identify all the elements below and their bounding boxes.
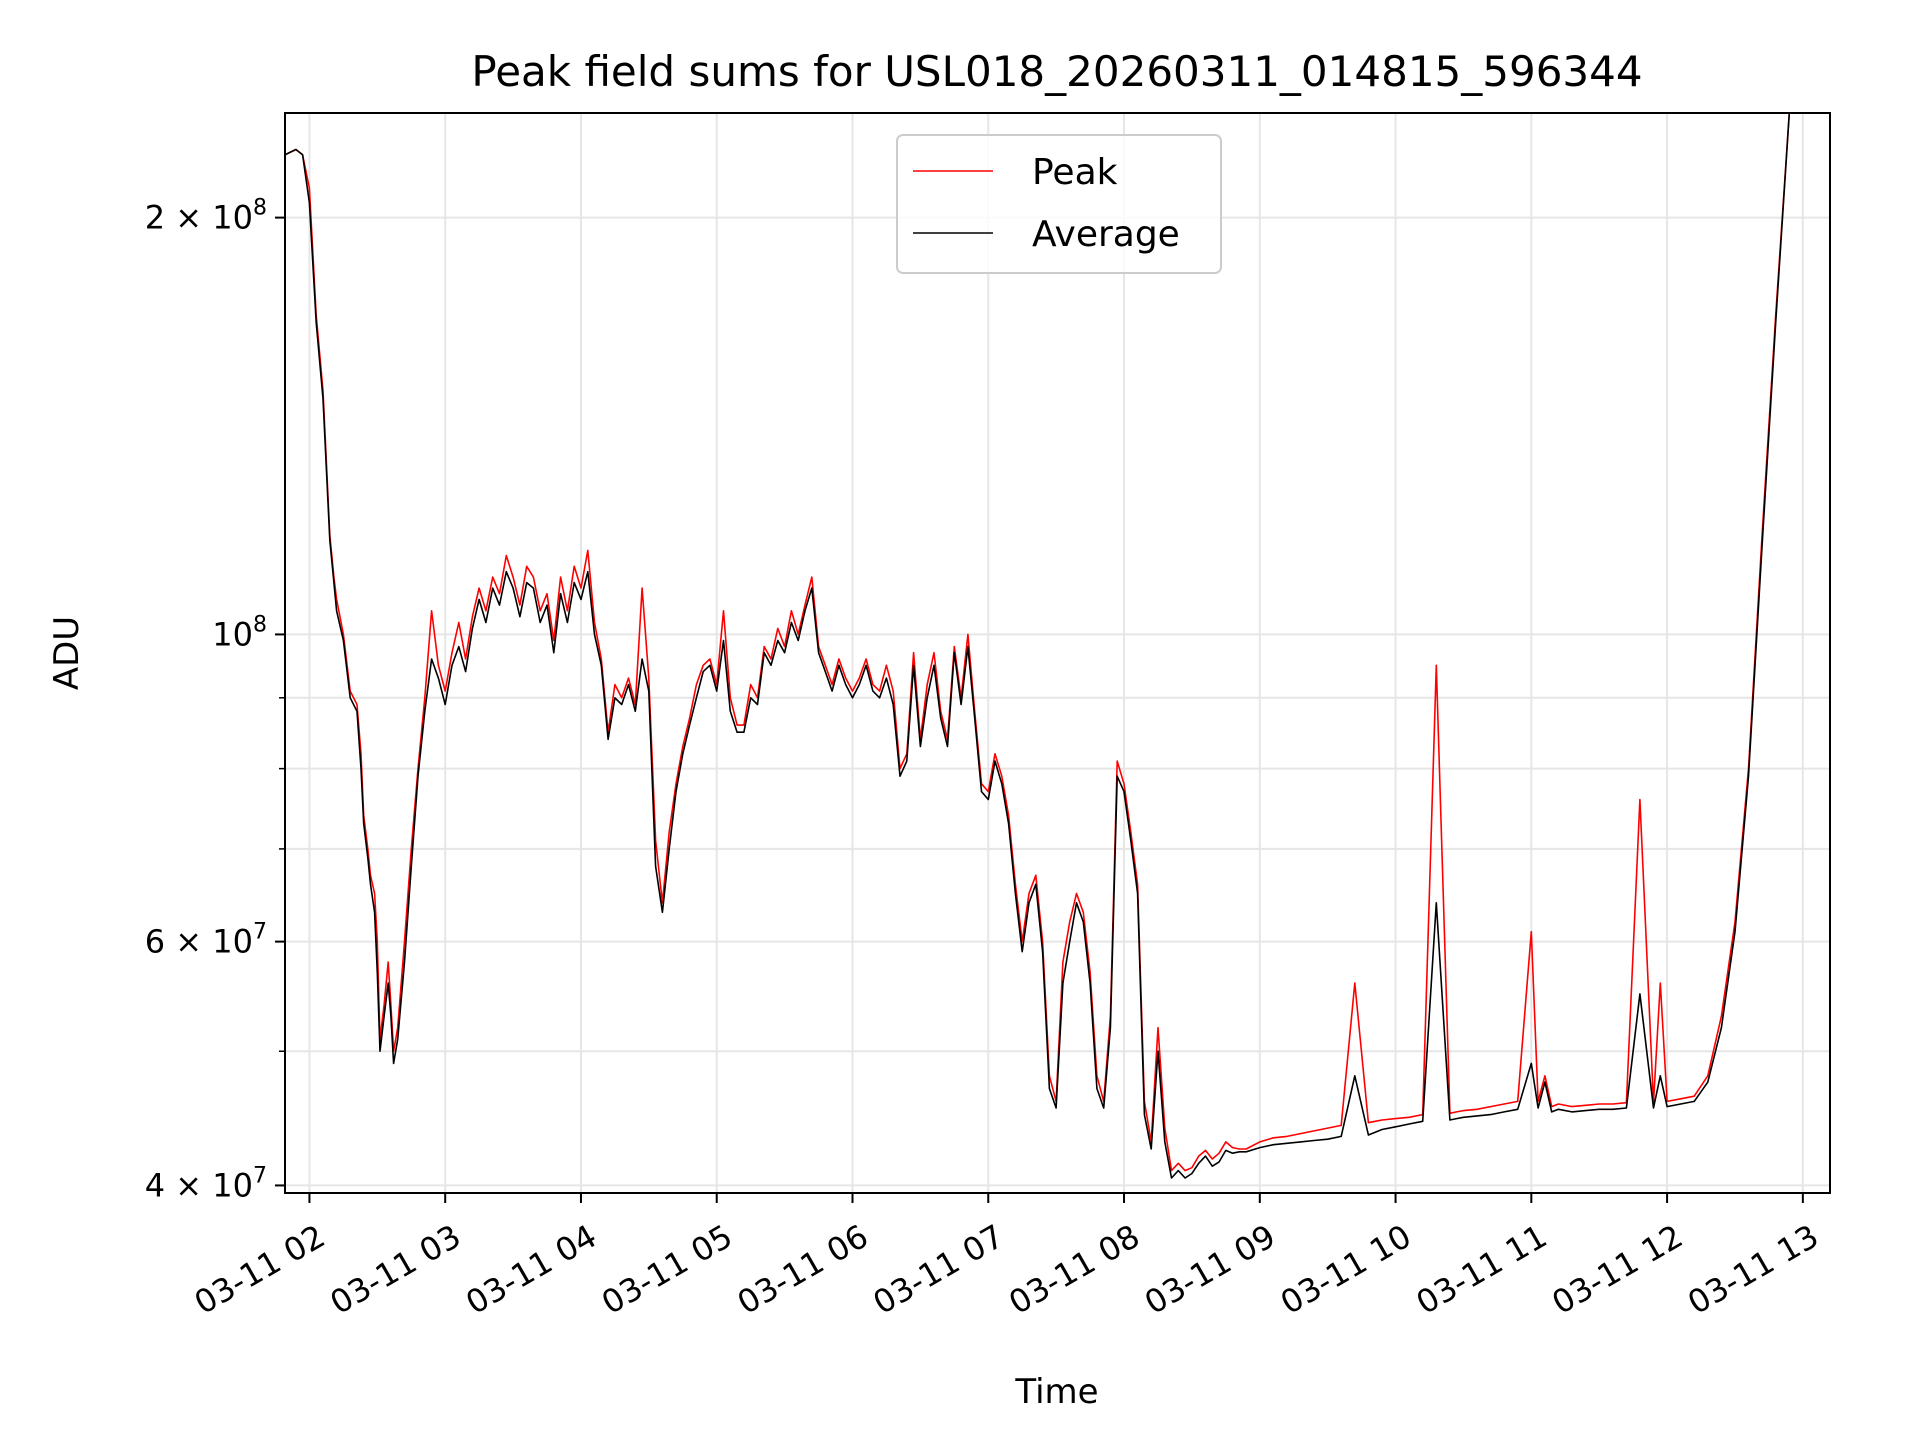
legend-entry-peak: Peak [1032, 152, 1118, 193]
series-line-peak [285, 113, 1791, 1172]
legend-box [896, 134, 1222, 274]
grid [285, 113, 1830, 1193]
y-tick-label: 2 × 108 [145, 196, 267, 237]
y-axis: 4 × 107 6 × 107 108 2 × 108 [145, 196, 285, 1204]
legend: Peak Average [896, 134, 1222, 274]
y-axis-label: ADU [47, 616, 87, 690]
plot-area [285, 113, 1791, 1179]
plot-frame [284, 112, 1831, 1194]
x-axis-label: Time [1014, 1372, 1098, 1412]
y-tick-label: 4 × 107 [145, 1163, 267, 1204]
legend-entry-average: Average [1032, 214, 1180, 255]
series-group [285, 113, 1791, 1179]
y-tick-label: 6 × 107 [145, 920, 267, 961]
y-tick-label: 108 [212, 612, 267, 653]
chart-title: Peak field sums for USL018_20260311_0148… [471, 47, 1642, 96]
series-line-average [285, 113, 1791, 1179]
